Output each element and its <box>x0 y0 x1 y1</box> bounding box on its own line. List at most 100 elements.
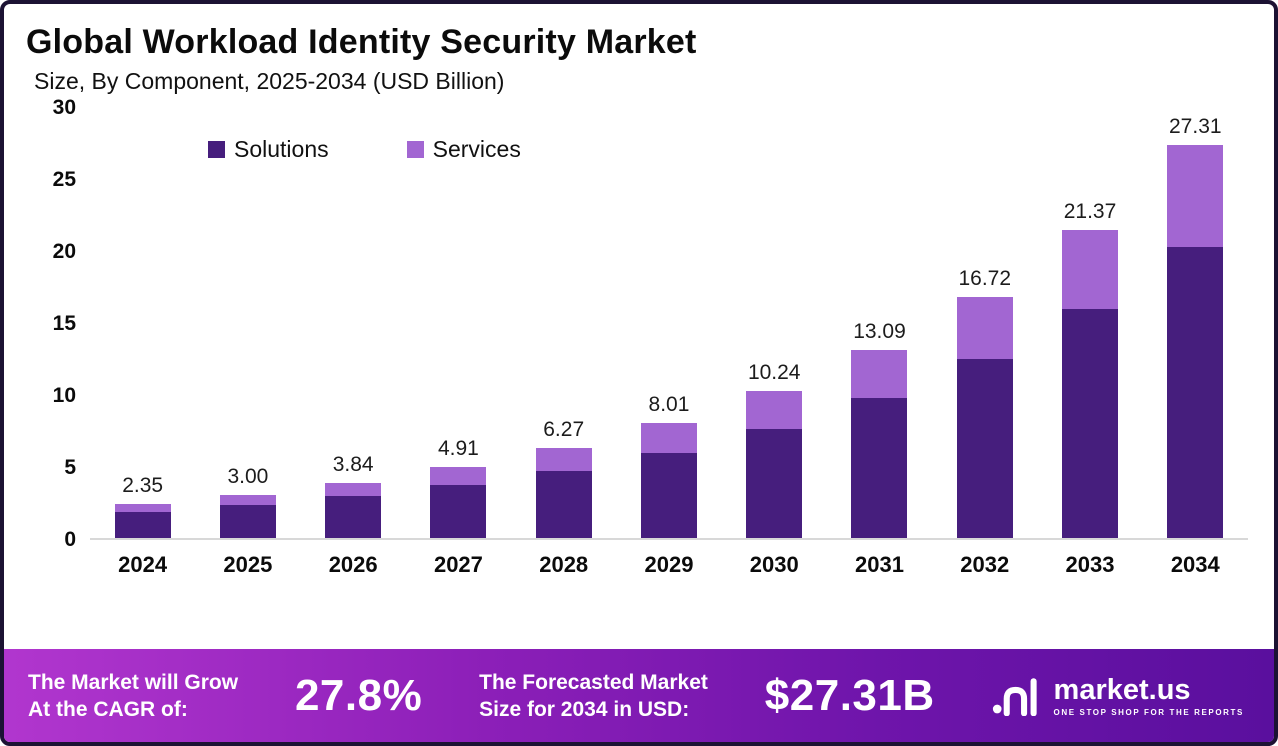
bar-stack <box>640 422 697 538</box>
bar-segment-solutions <box>535 471 592 538</box>
bar-total-label: 13.09 <box>853 319 906 343</box>
brand-text: market.us One Stop Shop for the Reports <box>1054 675 1244 717</box>
bar-total-label: 3.84 <box>332 452 374 476</box>
footer-banner: The Market will Grow At the CAGR of: 27.… <box>4 647 1274 742</box>
bar-segment-solutions <box>956 359 1013 538</box>
bar-segment-solutions <box>640 453 697 538</box>
x-axis-label: 2028 <box>539 552 589 577</box>
bar-total-label: 2.35 <box>122 474 164 498</box>
bar-segment-services <box>1062 230 1119 310</box>
bar-group-2033: 21.37 <box>1037 108 1142 538</box>
x-axis-label: 2032 <box>960 552 1010 577</box>
bar-total-label: 8.01 <box>648 392 690 416</box>
bar-segment-services <box>956 297 1013 360</box>
bar-group-2034: 27.31 <box>1143 108 1248 538</box>
cagr-label-line1: The Market will Grow <box>28 670 239 694</box>
bar-segment-services <box>219 494 276 505</box>
bar-stack <box>746 390 803 538</box>
cagr-label-line2: At the CAGR of: <box>28 697 188 721</box>
chart-section: Global Workload Identity Security Market… <box>4 4 1274 647</box>
x-axis-label: 2026 <box>328 552 378 577</box>
bar-segment-services <box>430 467 487 486</box>
page-subtitle: Size, By Component, 2025-2034 (USD Billi… <box>34 68 505 94</box>
legend-label: Services <box>432 136 521 162</box>
bar-stack <box>219 494 276 538</box>
bar-group-2026: 3.84 <box>301 108 406 538</box>
bar-segment-services <box>114 504 171 513</box>
plot: Solutions Services 2.35 3.00 3.84 4.91 6.27 8.… <box>90 108 1248 540</box>
bar-stack <box>535 447 592 538</box>
bar-segment-solutions <box>851 398 908 538</box>
bar-group-2024: 2.35 <box>90 108 195 538</box>
bar-stack <box>1062 230 1119 538</box>
forecast-label-line1: The Forecasted Market <box>479 670 708 694</box>
legend-swatch-services <box>406 141 424 158</box>
legend-item-services: Services <box>406 136 521 163</box>
bars: 2.35 3.00 3.84 4.91 6.27 8.01 10.24 13.09 16.72 2… <box>90 108 1248 538</box>
bar-total-label: 4.91 <box>437 437 479 461</box>
legend-item-solutions: Solutions <box>208 136 329 163</box>
legend-swatch-solutions <box>208 141 225 158</box>
bar-segment-services <box>746 390 803 430</box>
x-axis-label: 2030 <box>749 552 799 577</box>
cagr-value: 27.8% <box>294 670 423 720</box>
bar-group-2031: 13.09 <box>827 108 932 538</box>
y-axis: 0 5 10 15 20 25 30 <box>26 96 90 551</box>
bar-segment-solutions <box>746 429 803 538</box>
x-axis-label: 2034 <box>1170 552 1220 577</box>
bar-segment-services <box>325 482 382 497</box>
x-axis-label: 2024 <box>118 552 168 577</box>
bar-group-2028: 6.27 <box>511 108 616 538</box>
bar-group-2030: 10.24 <box>722 108 827 538</box>
forecast-label-line2: Size for 2034 in USD: <box>479 697 690 721</box>
bar-stack <box>325 482 382 538</box>
bar-segment-services <box>851 349 908 399</box>
y-tick-label: 10 <box>52 384 76 407</box>
forecast-value: $27.31B <box>764 670 935 720</box>
brand-logo: market.us One Stop Shop for the Reports <box>992 675 1244 717</box>
bar-segment-services <box>640 422 697 454</box>
legend: Solutions Services <box>208 136 521 163</box>
bar-stack <box>430 467 487 538</box>
bar-segment-solutions <box>1062 309 1119 538</box>
x-axis-label: 2027 <box>433 552 483 577</box>
bar-group-2025: 3.00 <box>195 108 300 538</box>
market-us-icon <box>992 677 1037 716</box>
x-axis-label: 2033 <box>1065 552 1115 577</box>
bar-stack <box>851 349 908 538</box>
legend-label: Solutions <box>234 136 329 162</box>
bar-segment-services <box>535 447 592 472</box>
bar-total-label: 6.27 <box>543 417 585 441</box>
y-tick-label: 0 <box>64 528 76 551</box>
y-tick-label: 15 <box>52 312 76 335</box>
bar-segment-solutions <box>325 496 382 538</box>
brand-tagline: One Stop Shop for the Reports <box>1053 707 1244 717</box>
x-axis: 2024 2025 2026 2027 2028 2029 2030 2031 2032 2033… <box>90 552 1248 578</box>
bar-total-label: 27.31 <box>1169 114 1222 138</box>
bar-total-label: 21.37 <box>1063 200 1117 224</box>
bar-total-label: 10.24 <box>747 360 801 384</box>
x-axis-label: 2029 <box>644 552 694 577</box>
y-tick-label: 20 <box>52 240 76 263</box>
cagr-label: The Market will Grow At the CAGR of: <box>28 669 238 723</box>
bar-group-2027: 4.91 <box>406 108 511 538</box>
bar-stack <box>1167 144 1224 538</box>
bar-stack <box>114 504 171 538</box>
x-axis-label: 2031 <box>855 552 904 577</box>
bar-group-2029: 8.01 <box>616 108 721 538</box>
plot-area: 0 5 10 15 20 25 30 Solutions Services 2.35 3.00 3… <box>26 96 1248 551</box>
bar-segment-solutions <box>219 504 276 538</box>
bar-stack <box>956 297 1013 538</box>
x-axis-label: 2025 <box>223 552 273 577</box>
brand-name: market.us <box>1053 673 1191 706</box>
y-tick-label: 25 <box>52 168 76 191</box>
bar-total-label: 3.00 <box>227 464 269 488</box>
bar-total-label: 16.72 <box>958 267 1012 291</box>
bar-group-2032: 16.72 <box>932 108 1037 538</box>
bar-segment-services <box>1167 144 1224 248</box>
y-tick-label: 5 <box>64 456 76 479</box>
forecast-label: The Forecasted Market Size for 2034 in U… <box>479 669 708 723</box>
y-tick-label: 30 <box>52 96 76 119</box>
bar-segment-solutions <box>1167 247 1224 538</box>
